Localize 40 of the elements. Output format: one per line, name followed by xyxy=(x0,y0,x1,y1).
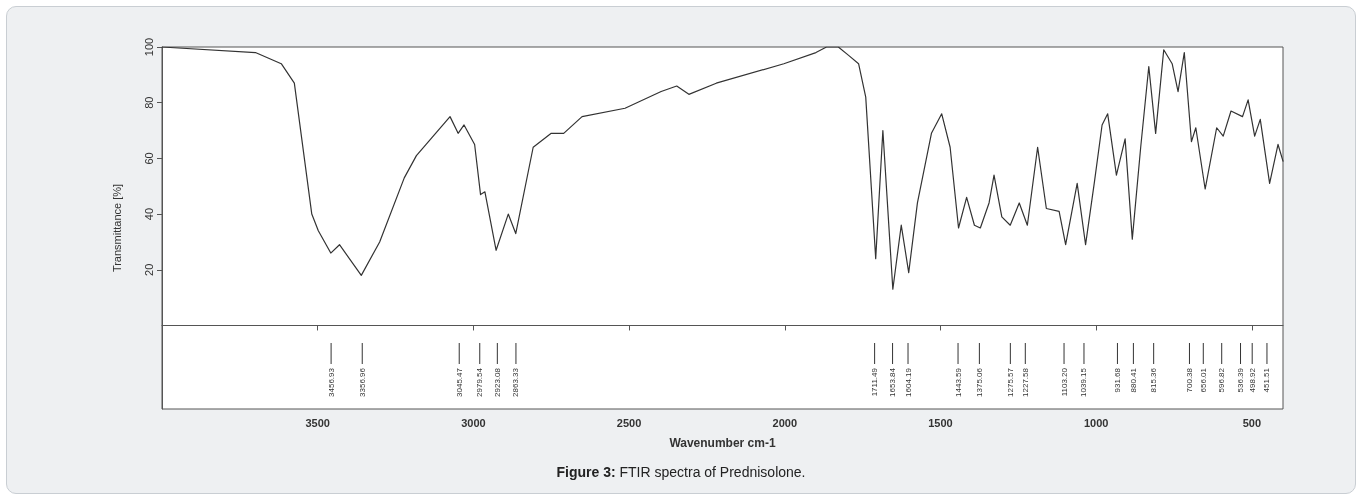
annotation: 1443.59 xyxy=(953,367,963,397)
y-tick-label: 20 xyxy=(142,263,155,276)
text: Figure 3: FTIR spectra of Prednisolone. xyxy=(555,464,807,480)
x-tick-label: 2000 xyxy=(772,416,798,429)
annotation: 1375.06 xyxy=(974,367,984,397)
annotation: 815.36 xyxy=(1149,367,1159,393)
annotation: 3356.96 xyxy=(357,367,367,397)
annotation: 1039.15 xyxy=(1079,367,1089,397)
line-series xyxy=(161,46,1284,290)
annotation: 931.68 xyxy=(1112,367,1122,393)
annotation: 1711.49 xyxy=(870,367,880,397)
x-tick-label: 1500 xyxy=(928,416,953,429)
annotation: 700.38 xyxy=(1184,367,1194,393)
annotation: 2979.54 xyxy=(475,367,485,397)
annotation: 880.41 xyxy=(1128,367,1138,393)
annotation: 498.92 xyxy=(1247,367,1257,393)
annotation: 3045.47 xyxy=(454,367,464,397)
y-axis-title: Transmittance [%] xyxy=(110,183,123,273)
annotation: 2863.33 xyxy=(511,367,521,397)
annotation: 1103.20 xyxy=(1059,367,1069,397)
x-tick-label: 3000 xyxy=(461,416,486,429)
annotation: 656.01 xyxy=(1198,367,1208,393)
y-tick-label: 60 xyxy=(142,152,155,165)
annotation: 451.51 xyxy=(1262,367,1272,393)
annotation: 596.82 xyxy=(1217,367,1227,393)
y-tick-label: 40 xyxy=(142,207,155,221)
annotation: 2923.08 xyxy=(492,367,502,397)
annotation: 3456.93 xyxy=(326,367,336,397)
annotation: 1227.58 xyxy=(1020,367,1030,397)
annotation: 1275.57 xyxy=(1005,367,1015,397)
annotation: 1653.84 xyxy=(888,367,898,397)
x-tick-label: 3500 xyxy=(305,416,330,429)
annotation: 536.39 xyxy=(1236,367,1246,393)
x-tick-label: 2500 xyxy=(616,416,642,429)
y-tick-label: 100 xyxy=(142,37,155,57)
x-axis-title: Wavenumber cm-1 xyxy=(669,436,776,450)
annotation: 1604.19 xyxy=(903,367,913,397)
y-tick-label: 80 xyxy=(142,96,155,109)
x-tick-label: 500 xyxy=(1242,416,1262,429)
x-tick-label: 1000 xyxy=(1083,416,1109,429)
